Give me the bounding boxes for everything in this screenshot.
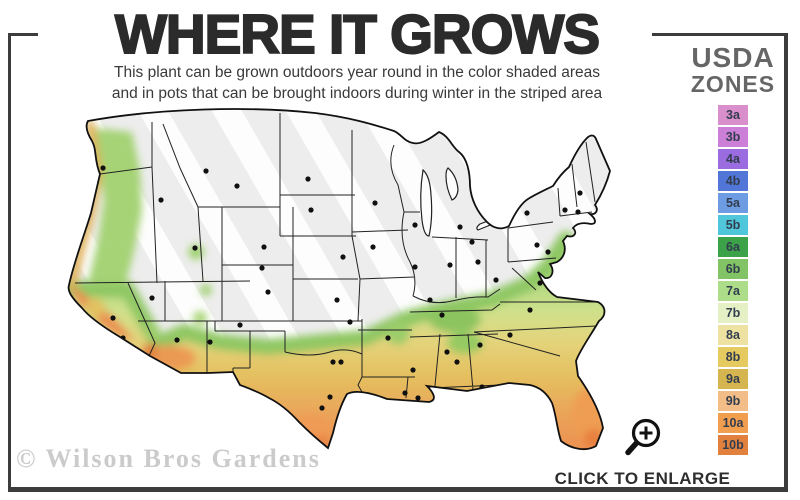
frame-border-left bbox=[8, 33, 11, 491]
frame-border-right bbox=[784, 33, 788, 492]
magnifier-plus-icon[interactable] bbox=[620, 414, 666, 460]
legend-zone-7b: 7b bbox=[718, 303, 748, 323]
legend-zone-8a: 8a bbox=[718, 325, 748, 345]
legend-title-zones: ZONES bbox=[690, 71, 776, 97]
click-to-enlarge-control[interactable]: CLICK TO ENLARGE bbox=[545, 414, 740, 489]
legend-zone-5b: 5b bbox=[718, 215, 748, 235]
legend-zone-4a: 4a bbox=[718, 149, 748, 169]
frame-border-top-left bbox=[8, 33, 38, 36]
click-to-enlarge-label[interactable]: CLICK TO ENLARGE bbox=[554, 469, 731, 488]
legend-zone-10b: 10b bbox=[718, 435, 748, 455]
subtitle-line-2: and in pots that can be brought indoors … bbox=[111, 85, 603, 102]
legend-zone-8b: 8b bbox=[718, 347, 748, 367]
legend-zone-7a: 7a bbox=[718, 281, 748, 301]
legend-zone-9a: 9a bbox=[718, 369, 748, 389]
usda-zones-legend: USDA ZONES 3a 3b 4a 4b 5a 5b 6a 6b 7a 7b 8a 8b 9a 9b 1… bbox=[682, 44, 784, 457]
state-borders bbox=[74, 113, 600, 400]
frame-border-top-right bbox=[652, 33, 788, 36]
legend-zone-9b: 9b bbox=[718, 391, 748, 411]
usa-outline bbox=[67, 108, 611, 451]
subtitle: This plant can be grown outdoors year ro… bbox=[7, 62, 707, 104]
legend-title-usda: USDA bbox=[691, 42, 775, 73]
legend-zone-6b: 6b bbox=[718, 259, 748, 279]
legend-zone-4b: 4b bbox=[718, 171, 748, 191]
frame-border-bottom bbox=[8, 487, 788, 492]
zone-swatch-list: 3a 3b 4a 4b 5a 5b 6a 6b 7a 7b 8a 8b 9a 9b 10a 10b bbox=[682, 105, 784, 455]
watermark: © Wilson Bros Gardens bbox=[16, 444, 321, 473]
usa-map-svg[interactable] bbox=[40, 103, 670, 481]
legend-zone-10a: 10a bbox=[718, 413, 748, 433]
legend-zone-3b: 3b bbox=[718, 127, 748, 147]
legend-zone-3a: 3a bbox=[718, 105, 748, 125]
legend-zone-5a: 5a bbox=[718, 193, 748, 213]
subtitle-line-1: This plant can be grown outdoors year ro… bbox=[114, 64, 600, 81]
legend-zone-6a: 6a bbox=[718, 237, 748, 257]
page-title: WHERE IT GROWS bbox=[114, 2, 601, 66]
usa-hardiness-zone-map[interactable] bbox=[40, 103, 670, 481]
